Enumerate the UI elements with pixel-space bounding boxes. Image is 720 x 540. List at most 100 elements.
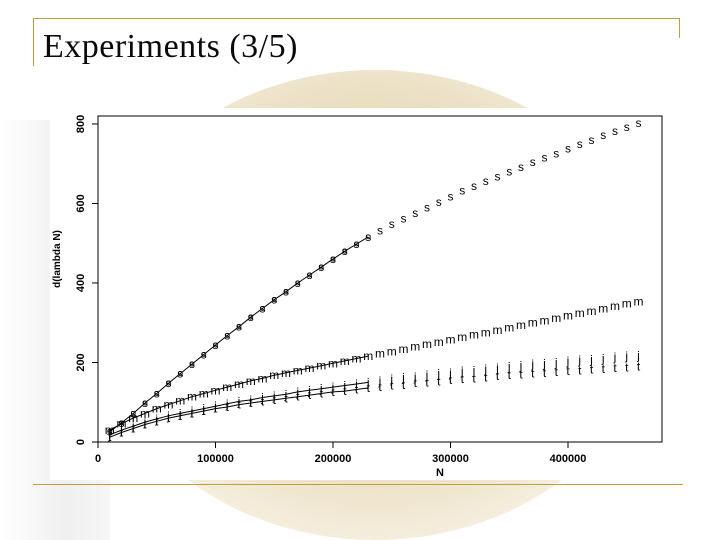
fit-marker [260,306,265,311]
fit-marker [248,314,254,320]
series-point-t: t [402,378,406,392]
series-point-j: j [307,383,311,397]
series-point-s: s [624,120,630,134]
series-point-j: j [284,387,288,401]
series-point-m: m [598,301,608,315]
series-point-j: j [401,371,405,385]
series-point-j: j [448,366,452,380]
fit-curve-m [109,355,369,431]
series-point-m: m [175,394,185,408]
series-point-j: j [636,348,640,362]
series-point-m: m [305,361,315,375]
series-point-m: m [269,368,279,382]
series-point-j: j [472,363,476,377]
series-point-s: s [612,124,618,138]
series-point-t: t [167,411,171,425]
series-point-j: j [190,404,194,418]
series-point-s: s [295,276,301,290]
series-point-m: m [328,356,338,370]
x-tick-label: 200000 [315,453,352,465]
fit-marker [154,391,160,396]
series-point-m: m [152,402,162,416]
series-point-t: t [543,366,547,380]
fit-marker [295,280,301,286]
series-point-s: s [236,320,242,334]
series-point-t: t [590,363,594,377]
chart: 0 100000 200000 300000 400000 0 200 400 600 800 Nd… [52,115,663,479]
fit-marker [213,342,218,348]
series-point-j: j [295,385,299,399]
x-tick-label: 0 [95,453,101,465]
series-point-s: s [377,223,383,237]
series-point-j: j [201,402,205,416]
series-point-s: s [130,406,136,420]
series-point-t: t [472,371,476,385]
series-point-t: t [531,367,535,381]
series-point-j: j [154,412,158,426]
series-point-s: s [354,237,360,251]
series-point-t: t [367,381,371,395]
series-point-s: s [189,357,195,371]
series-point-j: j [237,394,241,408]
series-point-t: t [355,383,359,397]
fit-marker [354,241,359,247]
series-point-j: j [131,419,135,433]
series-point-t: t [226,400,230,414]
y-tick-label: 600 [75,194,87,212]
series-point-m: m [293,363,303,377]
series-point-m: m [551,311,561,325]
series-point-j: j [213,399,217,413]
series-point-m: m [387,344,397,358]
series-point-m: m [634,294,644,308]
series-point-s: s [307,268,313,282]
fit-marker [201,352,207,357]
series-point-j: j [566,354,570,368]
fit-marker [130,410,136,416]
series-point-m: m [446,332,456,346]
series-point-s: s [318,260,324,274]
series-point-s: s [424,200,430,214]
series-point-t: t [378,380,382,394]
series-point-t: t [343,384,347,398]
fit-marker [224,333,230,338]
series-point-s: s [365,230,371,244]
x-axis-label: N [436,467,444,479]
fit-marker [283,289,289,295]
x-tick-label: 400000 [550,453,587,465]
fit-marker [189,361,195,367]
series-point-s: s [412,206,418,220]
series-point-m: m [610,299,620,313]
series-point-j: j [319,382,323,396]
series-point-t: t [273,393,277,407]
series-point-s: s [530,155,536,169]
series-point-s: s [107,425,113,439]
series-point-j: j [260,390,264,404]
series-point-s: s [342,244,348,258]
series-point-j: j [483,362,487,376]
series-point-s: s [119,416,125,430]
series-point-m: m [128,411,138,425]
series-point-j: j [589,352,593,366]
series-point-m: m [316,359,326,373]
series-point-j: j [624,349,628,363]
series-point-t: t [155,414,159,428]
series-point-m: m [528,316,538,330]
series-point-m: m [140,406,150,420]
series-point-t: t [143,418,147,432]
series-point-m: m [493,323,503,337]
series-point-j: j [554,355,558,369]
fit-curve-s [109,236,369,433]
series-point-s: s [271,293,277,307]
series-point-j: j [166,409,170,423]
series-point-j: j [143,415,147,429]
series-point-t: t [179,409,183,423]
series-point-s: s [636,116,642,130]
series-point-s: s [248,310,254,324]
series-point-t: t [331,385,335,399]
series-point-t: t [202,404,206,418]
series-point-m: m [363,349,373,363]
series-point-m: m [246,374,256,388]
series-point-m: m [234,377,244,391]
y-axis-label: d(lambda N) [52,230,63,288]
series-point-j: j [272,389,276,403]
